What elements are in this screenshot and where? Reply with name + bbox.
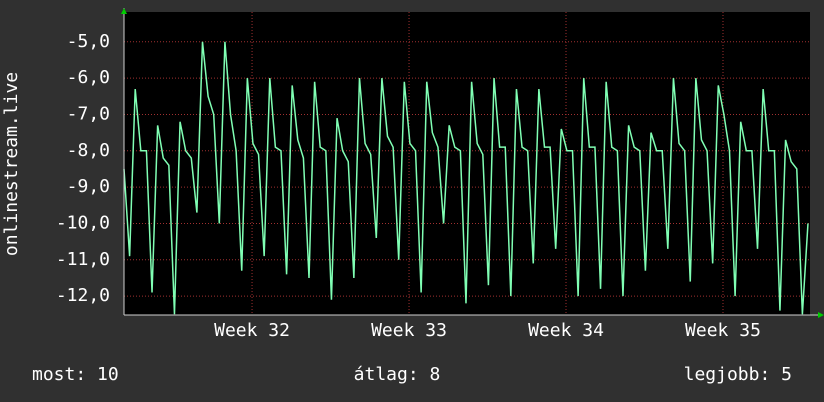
x-tick-label: Week 34 xyxy=(528,320,604,341)
y-tick-label: -5,0 xyxy=(67,31,110,52)
x-tick-label: Week 35 xyxy=(685,320,761,341)
y-tick-label: -6,0 xyxy=(67,67,110,88)
data-line xyxy=(123,41,809,315)
y-tick-label: -12,0 xyxy=(56,285,110,306)
y-tick-label: -7,0 xyxy=(67,103,110,124)
footer-item: most: 10 xyxy=(32,364,119,385)
y-tick-label: -10,0 xyxy=(56,212,110,233)
y-tick-label: -9,0 xyxy=(67,176,110,197)
footer-item: legjobb: 5 xyxy=(684,364,792,385)
plot xyxy=(123,12,810,315)
x-arrow xyxy=(818,312,824,318)
footer-item: átlag: 8 xyxy=(354,364,441,385)
x-tick-label: Week 32 xyxy=(214,320,290,341)
y-arrow xyxy=(121,8,127,14)
y-tick-label: -8,0 xyxy=(67,140,110,161)
y-axis-label: onlinestream.live xyxy=(1,72,22,256)
x-tick-label: Week 33 xyxy=(371,320,447,341)
y-tick-label: -11,0 xyxy=(56,249,110,270)
